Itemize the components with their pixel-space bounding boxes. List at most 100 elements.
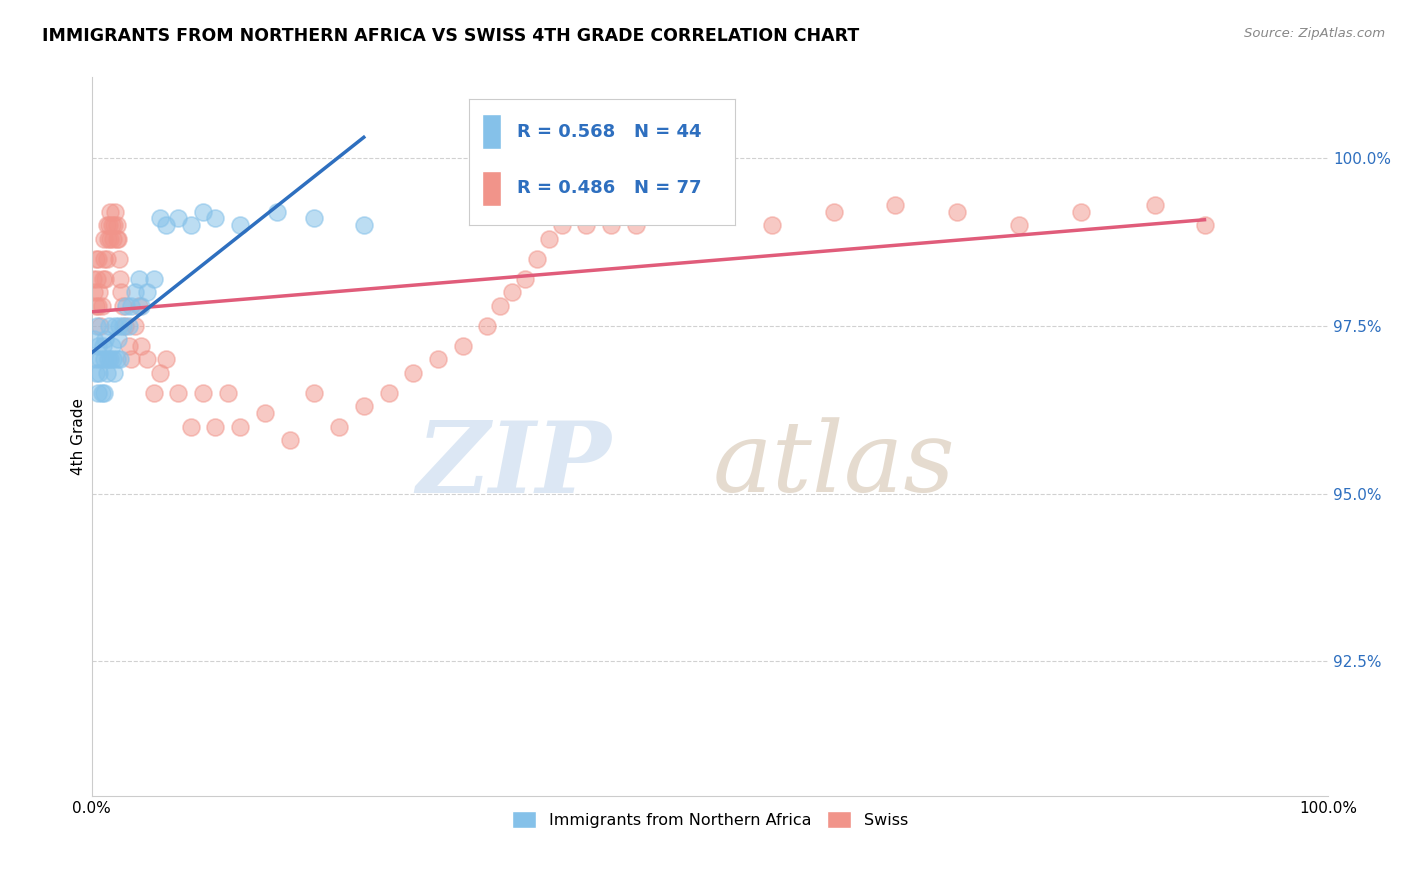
Point — [513, 272, 536, 286]
Point — [101, 231, 124, 245]
Point — [82, 272, 104, 286]
Point — [84, 366, 107, 380]
Point — [180, 419, 202, 434]
Point — [377, 386, 399, 401]
Point — [98, 218, 121, 232]
Point — [575, 218, 598, 232]
Point — [114, 318, 136, 333]
Point — [103, 218, 125, 232]
Point — [266, 204, 288, 219]
Point — [1144, 198, 1167, 212]
Point — [86, 318, 108, 333]
Point — [96, 218, 118, 232]
Text: atlas: atlas — [713, 417, 955, 513]
Point — [191, 386, 214, 401]
Point — [191, 204, 214, 219]
Point — [105, 352, 128, 367]
Text: Source: ZipAtlas.com: Source: ZipAtlas.com — [1244, 27, 1385, 40]
Point — [946, 204, 969, 219]
Point — [1008, 218, 1031, 232]
Point — [142, 386, 165, 401]
Point — [129, 299, 152, 313]
Point — [84, 352, 107, 367]
Point — [304, 386, 326, 401]
Point — [93, 386, 115, 401]
Point — [550, 218, 572, 232]
Point — [167, 211, 190, 226]
Point — [761, 218, 783, 232]
Point — [104, 204, 127, 219]
Point — [107, 332, 129, 346]
Point — [328, 419, 350, 434]
Point — [83, 332, 105, 346]
Point — [104, 318, 127, 333]
Point — [93, 352, 115, 367]
Point — [98, 204, 121, 219]
Point — [149, 211, 172, 226]
Point — [86, 272, 108, 286]
Point — [98, 318, 121, 333]
Text: IMMIGRANTS FROM NORTHERN AFRICA VS SWISS 4TH GRADE CORRELATION CHART: IMMIGRANTS FROM NORTHERN AFRICA VS SWISS… — [42, 27, 859, 45]
Point — [90, 299, 112, 313]
Point — [1070, 204, 1092, 219]
Point — [278, 433, 301, 447]
Point — [304, 211, 326, 226]
Point — [97, 231, 120, 245]
Point — [90, 386, 112, 401]
Point — [451, 339, 474, 353]
Y-axis label: 4th Grade: 4th Grade — [72, 398, 86, 475]
Point — [87, 386, 110, 401]
Point — [87, 252, 110, 266]
Point — [87, 299, 110, 313]
Point — [253, 406, 276, 420]
Point — [108, 252, 131, 266]
Point — [94, 272, 117, 286]
Point — [204, 211, 226, 226]
Point — [87, 339, 110, 353]
Text: ZIP: ZIP — [416, 417, 612, 514]
Point — [110, 352, 132, 367]
Point — [149, 366, 172, 380]
Point — [93, 231, 115, 245]
Point — [110, 272, 132, 286]
Point — [624, 218, 647, 232]
Point — [110, 285, 132, 300]
Point — [600, 218, 623, 232]
Point — [526, 252, 548, 266]
Point — [136, 285, 159, 300]
Point — [91, 272, 114, 286]
Point — [118, 318, 141, 333]
Point — [118, 339, 141, 353]
Point — [100, 339, 122, 353]
Point — [89, 285, 111, 300]
Point — [98, 352, 121, 367]
Point — [128, 272, 150, 286]
Point — [650, 204, 672, 219]
Point — [501, 285, 523, 300]
Point — [97, 352, 120, 367]
Point — [699, 198, 721, 212]
Point — [142, 272, 165, 286]
Point — [84, 252, 107, 266]
Point — [98, 231, 121, 245]
Point — [229, 419, 252, 434]
Point — [105, 231, 128, 245]
Point — [111, 299, 134, 313]
Point — [111, 318, 134, 333]
Point — [538, 231, 561, 245]
Point — [402, 366, 425, 380]
Point — [89, 366, 111, 380]
Point — [204, 419, 226, 434]
Point — [108, 318, 131, 333]
Point — [128, 299, 150, 313]
Point — [823, 204, 845, 219]
Legend: Immigrants from Northern Africa, Swiss: Immigrants from Northern Africa, Swiss — [506, 805, 914, 834]
Point — [884, 198, 907, 212]
Point — [83, 285, 105, 300]
Point — [93, 252, 115, 266]
Point — [477, 318, 499, 333]
Point — [353, 218, 375, 232]
Point — [107, 231, 129, 245]
Point — [155, 352, 177, 367]
Point — [94, 332, 117, 346]
